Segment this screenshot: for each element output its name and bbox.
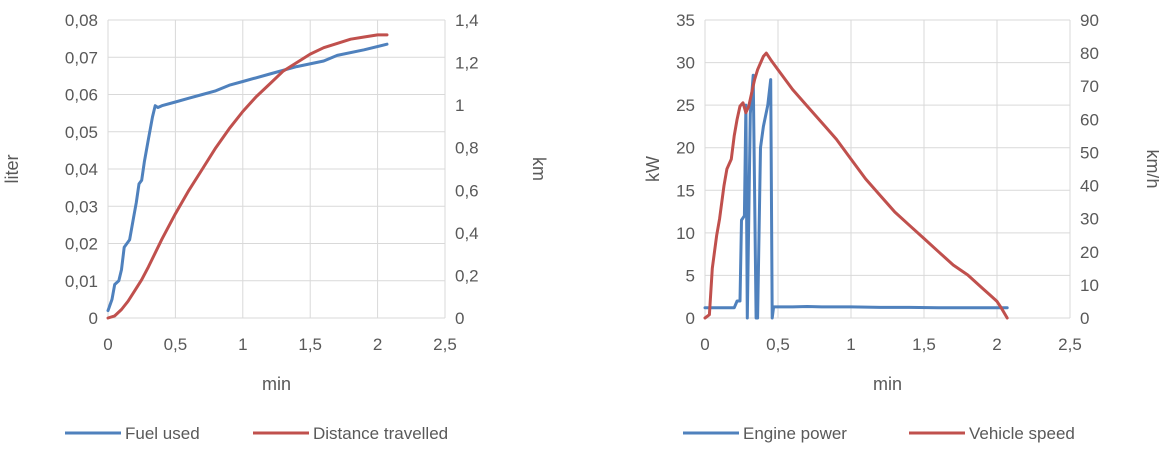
x-tick-label: 2,5 [433,335,457,354]
legend-label: Fuel used [125,424,200,443]
x-tick-label: 0,5 [766,335,790,354]
x-tick-label: 2 [373,335,382,354]
power-speed-chart: 0 5 10 15 20 25 30 35 0 0,5 1 1,5 2 2,5 0 10 20 30 40 50 60 7… [643,11,1159,443]
y2-tick-label: 1,2 [455,54,479,73]
x-tick-label: 0 [103,335,112,354]
y2-tick-label: 50 [1080,143,1099,162]
y-axis-title: liter [2,154,22,183]
y2-tick-label: 90 [1080,11,1099,30]
y2-tick-label: 60 [1080,110,1099,129]
y-tick-label: 10 [676,224,695,243]
x-tick-label: 0,5 [164,335,188,354]
legend-label: Distance travelled [313,424,448,443]
series-line-vehicle-speed [703,51,1009,320]
y2-tick-label: 80 [1080,44,1099,63]
x-tick-label: 2 [992,335,1001,354]
fuel-distance-chart: 0 0,01 0,02 0,03 0,04 0,05 0,06 0,07 0,08 0 0,5 1 1,… [2,11,549,443]
y2-tick-label: 40 [1080,177,1099,196]
y-tick-label: 5 [686,266,695,285]
y-tick-label: 35 [676,11,695,30]
y-tick-label: 0,08 [65,11,98,30]
y-tick-label: 0,02 [65,235,98,254]
y2-tick-label: 1 [455,96,464,115]
x-tick-label: 1 [846,335,855,354]
y2-tick-label: 0,8 [455,139,479,158]
y2-tick-label: 0,2 [455,266,479,285]
x-tick-label: 0 [700,335,709,354]
y2-tick-label: 30 [1080,210,1099,229]
y-tick-label: 15 [676,181,695,200]
y2-tick-label: 0 [1080,309,1089,328]
legend-label: Vehicle speed [969,424,1075,443]
legend-label: Engine power [743,424,847,443]
y2-tick-label: 0,6 [455,181,479,200]
y-axis-title: kW [643,156,663,182]
y2-tick-label: 10 [1080,276,1099,295]
y-tick-label: 20 [676,139,695,158]
y-tick-label: 30 [676,54,695,73]
y-tick-label: 0 [686,309,695,328]
y-tick-label: 25 [676,96,695,115]
series-line-distance-travelled [106,33,389,320]
x-tick-label: 2,5 [1058,335,1082,354]
y-tick-label: 0 [89,309,98,328]
y2-tick-label: 0,4 [455,224,479,243]
y2-tick-label: 0 [455,309,464,328]
x-tick-label: 1,5 [912,335,936,354]
y2-axis-title: km [529,157,549,181]
y-tick-label: 0,07 [65,48,98,67]
x-tick-label: 1 [238,335,247,354]
y-tick-label: 0,04 [65,160,98,179]
series-line-engine-power [703,73,1009,320]
y2-tick-label: 70 [1080,77,1099,96]
y2-tick-label: 20 [1080,243,1099,262]
series-line-fuel-used [106,42,389,313]
x-tick-label: 1,5 [298,335,322,354]
y-tick-label: 0,05 [65,123,98,142]
y2-tick-label: 1,4 [455,11,479,30]
y2-axis-title: km/h [1143,149,1159,188]
y-tick-label: 0,03 [65,197,98,216]
y-tick-label: 0,01 [65,272,98,291]
x-axis-title: min [262,374,291,394]
y-tick-label: 0,06 [65,86,98,105]
x-axis-title: min [873,374,902,394]
